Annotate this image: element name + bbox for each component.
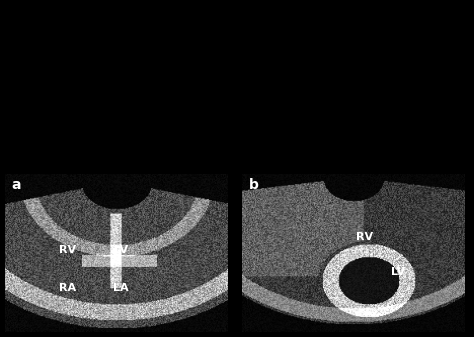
Text: RV: RV: [356, 232, 373, 242]
Text: LV: LV: [391, 267, 405, 277]
Text: RV: RV: [59, 245, 76, 254]
Text: RA: RA: [59, 283, 76, 293]
Text: LV: LV: [114, 245, 128, 254]
Text: b: b: [248, 178, 258, 192]
Text: LA: LA: [113, 283, 128, 293]
Text: a: a: [11, 178, 21, 192]
